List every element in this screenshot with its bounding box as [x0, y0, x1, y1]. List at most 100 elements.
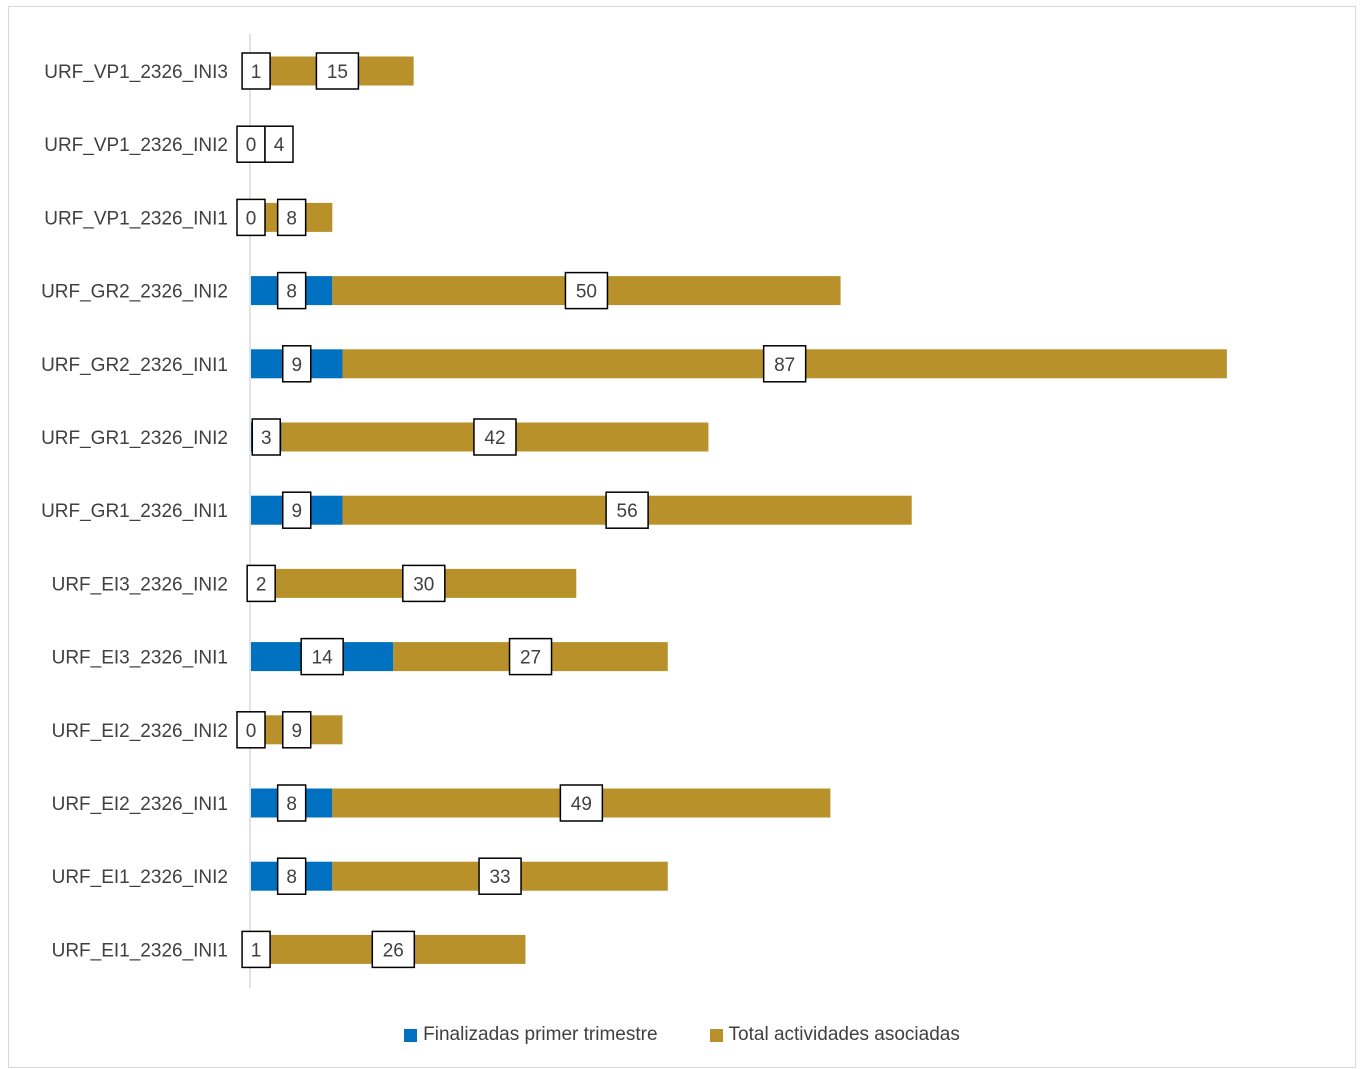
legend-label-total: Total actividades asociadas — [728, 1024, 960, 1045]
data-label-total-box — [478, 857, 522, 895]
data-label-total-text: 42 — [484, 428, 505, 449]
data-label-total-box — [402, 564, 446, 603]
legend-swatch-finalizadas — [404, 1028, 418, 1042]
data-label-finalizadas-text: 2 — [256, 574, 267, 595]
data-label-finalizadas-box — [241, 52, 271, 90]
data-label-total: 26 — [371, 930, 416, 969]
data-label-finalizadas-box — [236, 198, 266, 237]
category-label: URF_GR1_2326_INI1 — [41, 501, 228, 522]
data-label-finalizadas-box — [300, 637, 344, 676]
data-label-total-text: 26 — [383, 940, 404, 961]
data-label-finalizadas: 3 — [251, 418, 281, 456]
data-label-total-box — [564, 271, 609, 310]
category-label: URF_EI1_2326_INI2 — [52, 867, 228, 888]
data-label-total-text: 50 — [576, 282, 597, 303]
data-label-total: 15 — [315, 52, 360, 90]
data-label-finalizadas-text: 9 — [291, 501, 302, 522]
data-label-total: 33 — [478, 857, 522, 895]
data-label-total: 50 — [564, 271, 609, 310]
data-label-finalizadas: 9 — [281, 345, 312, 383]
data-label-total-text: 30 — [413, 574, 434, 595]
data-label-total-box — [315, 52, 360, 90]
data-label-finalizadas-text: 1 — [251, 62, 262, 83]
data-label-finalizadas-text: 8 — [286, 867, 297, 888]
data-label-finalizadas: 0 — [236, 198, 266, 237]
data-label-finalizadas-box — [276, 271, 307, 310]
legend: Finalizadas primer trimestre Total activ… — [0, 1024, 1364, 1046]
data-label-finalizadas-text: 0 — [246, 135, 257, 156]
data-label-finalizadas: 14 — [300, 637, 344, 676]
data-label-finalizadas-box — [276, 857, 307, 895]
data-label-total-text: 15 — [327, 62, 348, 83]
data-label-total: 4 — [264, 125, 294, 163]
data-label-total: 49 — [559, 784, 604, 822]
legend-label-finalizadas: Finalizadas primer trimestre — [423, 1024, 658, 1045]
data-label-total-text: 4 — [274, 135, 285, 156]
data-label-total-text: 87 — [774, 355, 795, 376]
data-label-finalizadas-box — [236, 125, 266, 163]
data-label-total-box — [264, 125, 294, 163]
data-label-finalizadas: 2 — [246, 564, 276, 603]
data-label-total: 42 — [473, 418, 517, 456]
category-label: URF_GR1_2326_INI2 — [41, 428, 228, 449]
data-label-finalizadas-box — [276, 784, 307, 822]
data-label-total-text: 27 — [520, 648, 541, 669]
data-label-total-text: 49 — [571, 794, 592, 815]
data-label-total: 30 — [402, 564, 446, 603]
data-label-total-box — [605, 491, 649, 529]
data-label-finalizadas-box — [236, 711, 266, 749]
category-label: URF_EI1_2326_INI1 — [52, 940, 228, 961]
data-label-finalizadas-box — [281, 345, 312, 383]
data-label-total-box — [276, 198, 307, 237]
data-label-finalizadas-box — [251, 418, 281, 456]
data-label-total-box — [281, 711, 312, 749]
data-label-finalizadas-text: 9 — [291, 355, 302, 376]
data-label-finalizadas-text: 14 — [312, 648, 334, 669]
data-label-total: 87 — [762, 345, 807, 383]
bars-layer — [251, 56, 1227, 964]
chart-frame — [8, 6, 1356, 1068]
data-label-total: 56 — [605, 491, 649, 529]
category-label: URF_VP1_2326_INI2 — [44, 135, 228, 156]
category-label: URF_EI2_2326_INI1 — [52, 794, 228, 815]
data-label-finalizadas-text: 8 — [286, 282, 297, 303]
data-label-total-box — [762, 345, 807, 383]
data-label-total-text: 8 — [286, 208, 297, 229]
data-label-finalizadas-text: 3 — [261, 428, 272, 449]
category-label: URF_VP1_2326_INI3 — [44, 62, 228, 83]
data-label-total-box — [559, 784, 604, 822]
data-label-finalizadas: 0 — [236, 711, 266, 749]
data-label-finalizadas-box — [241, 930, 271, 969]
data-label-finalizadas: 9 — [281, 491, 312, 529]
data-label-finalizadas-text: 0 — [246, 208, 257, 229]
data-label-finalizadas: 8 — [276, 857, 307, 895]
data-label-total-box — [473, 418, 517, 456]
category-label: URF_EI3_2326_INI2 — [52, 574, 228, 595]
data-label-total-box — [371, 930, 416, 969]
category-label: URF_GR2_2326_INI2 — [41, 282, 228, 303]
data-label-total: 9 — [281, 711, 312, 749]
data-label-finalizadas-box — [246, 564, 276, 603]
data-label-finalizadas-box — [281, 491, 312, 529]
legend-item-finalizadas: Finalizadas primer trimestre — [404, 1024, 658, 1046]
data-label-total-box — [508, 637, 553, 676]
data-label-finalizadas: 1 — [241, 930, 271, 969]
category-label: URF_VP1_2326_INI1 — [44, 208, 228, 229]
data-label-finalizadas-text: 1 — [251, 940, 262, 961]
data-label-finalizadas: 0 — [236, 125, 266, 163]
data-label-finalizadas: 8 — [276, 271, 307, 310]
data-label-total-text: 56 — [617, 501, 638, 522]
data-label-total: 27 — [508, 637, 553, 676]
data-label-total-text: 33 — [489, 867, 510, 888]
data-label-total: 8 — [276, 198, 307, 237]
data-label-total-text: 9 — [291, 721, 302, 742]
category-label: URF_EI2_2326_INI2 — [52, 721, 228, 742]
legend-item-total: Total actividades asociadas — [709, 1024, 960, 1046]
data-label-finalizadas-text: 0 — [246, 721, 257, 742]
data-label-finalizadas: 8 — [276, 784, 307, 822]
data-label-finalizadas: 1 — [241, 52, 271, 90]
category-label: URF_EI3_2326_INI1 — [52, 648, 228, 669]
category-label: URF_GR2_2326_INI1 — [41, 355, 228, 376]
legend-swatch-total — [709, 1028, 723, 1042]
